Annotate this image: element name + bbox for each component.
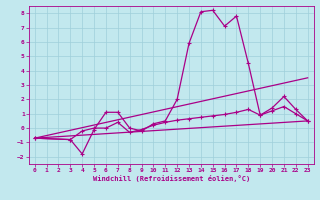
X-axis label: Windchill (Refroidissement éolien,°C): Windchill (Refroidissement éolien,°C) <box>92 175 250 182</box>
